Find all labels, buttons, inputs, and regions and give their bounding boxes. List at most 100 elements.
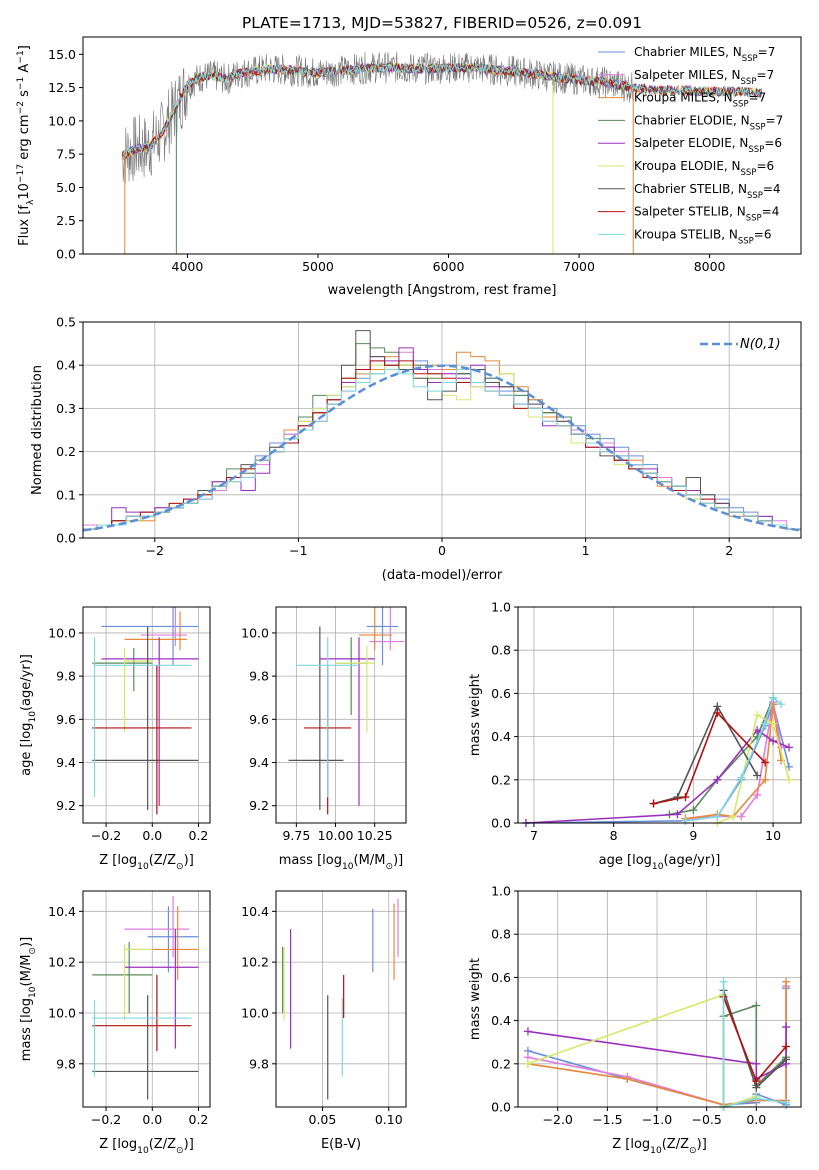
mass-weight-marker xyxy=(782,1023,791,1032)
metallicity-age-panel: −0.2 0.0 0.29.29.49.69.810.0Z [log10(Z/Z⊙)… xyxy=(19,606,211,872)
y-tick-label: 9.6 xyxy=(56,712,76,727)
x-axis-label-part: )] xyxy=(393,853,403,868)
y-tick-label: 0.0 xyxy=(56,531,76,546)
x-axis-label: Z [log10(Z/Z⊙)] xyxy=(99,1137,194,1156)
x-tick-label: 6000 xyxy=(433,259,465,274)
y-axis-label-part: 10 xyxy=(17,183,32,200)
legend-label-sub: SSP xyxy=(741,168,757,178)
x-tick-label: −1 xyxy=(289,543,307,558)
spectrum-panel: 4000 5000 6000 7000 8000 0.0 2.5 5.0 7.5 10.0 12.5… xyxy=(16,36,802,298)
x-axis-label-part: (age/yr)] xyxy=(663,853,720,868)
x-axis-label: age [log10(age/yr)] xyxy=(599,853,721,872)
x-tick-label: 0.2 xyxy=(189,828,209,843)
x-tick-label: 2 xyxy=(725,543,733,558)
extinction-mass-panel: 0.05 0.10 9.8 10.0 10.2 10.4 E(B-V) xyxy=(241,890,407,1152)
x-axis-label-part: mass [log xyxy=(279,853,342,868)
x-axis-label: mass [log10(M/M⊙)] xyxy=(279,853,403,872)
legend-label-base: Salpeter ELODIE, N xyxy=(634,136,748,150)
x-tick-label: −2.0 xyxy=(543,1112,573,1127)
mass-weight-marker xyxy=(769,719,778,728)
mass-weight-marker xyxy=(689,806,698,815)
y-tick-label: 2.5 xyxy=(56,213,76,228)
model-spectrum-line xyxy=(121,61,763,158)
legend-label-base: Chabrier MILES, N xyxy=(634,45,742,59)
mass-weight-marker xyxy=(761,719,770,728)
legend-label: Kroupa MILES, NSSP=7 xyxy=(634,91,766,110)
mass-weight-marker xyxy=(752,1001,761,1010)
x-tick-label: −2 xyxy=(146,543,164,558)
y-tick-label: 10.0 xyxy=(241,625,269,640)
spectrum-plot xyxy=(121,51,763,254)
y-axis-label-part: mass [log xyxy=(19,998,34,1061)
x-axis-label-part: 10 xyxy=(342,862,354,872)
y-axis-label-part: −2 xyxy=(16,101,26,114)
y-tick-label: 9.6 xyxy=(249,712,269,727)
residual-histogram-step xyxy=(83,369,801,530)
mass-weight-marker xyxy=(523,1059,532,1068)
mass-weight-marker xyxy=(753,711,762,719)
legend-label-eq: =6 xyxy=(756,159,774,173)
y-tick-label: 0.0 xyxy=(491,1100,511,1115)
legend-label-eq: =4 xyxy=(763,182,781,196)
legend-label-eq: =7 xyxy=(749,91,767,105)
x-tick-label: −0.5 xyxy=(691,1112,721,1127)
mass-weight-line xyxy=(653,704,758,805)
y-tick-label: 10.2 xyxy=(48,955,76,970)
mass-weight-line xyxy=(685,704,782,820)
axes-frame xyxy=(82,606,211,824)
mass-weight-marker xyxy=(752,1077,761,1086)
x-axis-label-part: 10 xyxy=(650,1146,662,1156)
mass-weight-marker xyxy=(649,799,658,808)
residual-histogram-panel: −2 −1 0 1 2 0.0 0.1 0.2 0.3 0.4 0.5 (data-model)/er… xyxy=(30,315,802,583)
y-tick-label: 9.4 xyxy=(249,755,269,770)
x-tick-label: −1.0 xyxy=(642,1112,672,1127)
legend-label-base: Kroupa MILES, N xyxy=(634,91,733,105)
mass-weight-marker xyxy=(769,736,778,745)
mass-weight-marker xyxy=(785,775,794,784)
x-axis-label-part: (Z/Z xyxy=(149,1137,176,1152)
y-axis-label-part: 10 xyxy=(28,711,38,723)
y-tick-label: 0.2 xyxy=(491,1056,511,1071)
y-tick-label: 9.8 xyxy=(249,669,269,684)
legend-label: Chabrier ELODIE, NSSP=7 xyxy=(634,113,783,132)
axes-frame xyxy=(82,890,211,1108)
legend-label-base: Salpeter MILES, N xyxy=(634,68,741,82)
metallicity-mass-panel: −0.2 0.0 0.29.810.010.210.4Z [log10(Z/Z⊙)]… xyxy=(19,890,211,1156)
mass-weight-marker xyxy=(782,1042,791,1051)
errorbar-plot xyxy=(92,896,199,1100)
x-tick-label: 10.00 xyxy=(318,828,354,843)
y-tick-label: 0.8 xyxy=(491,927,511,942)
x-axis-label-part: (Z/Z xyxy=(149,853,176,868)
y-tick-label: 0.5 xyxy=(56,315,76,330)
x-tick-label: 0 xyxy=(438,543,446,558)
y-tick-label: 10.0 xyxy=(241,1005,269,1020)
mass-weight-line xyxy=(722,981,787,1109)
x-axis-label-part: 10 xyxy=(137,862,149,872)
mass-weight-marker xyxy=(785,743,794,752)
axes-frame xyxy=(275,890,407,1108)
x-tick-label: 0.05 xyxy=(309,1112,337,1127)
y-tick-label: 9.8 xyxy=(56,669,76,684)
x-tick-label: 10.25 xyxy=(357,828,393,843)
y-tick-label: 9.2 xyxy=(249,798,269,813)
x-axis-label-part: ⊙ xyxy=(176,862,184,872)
mass-weight-marker xyxy=(752,1059,761,1068)
legend-label-sub: SSP xyxy=(742,54,758,64)
x-tick-label: 0.10 xyxy=(375,1112,403,1127)
legend-label-eq: =7 xyxy=(766,113,784,127)
y-tick-label: 9.8 xyxy=(249,1056,269,1071)
y-tick-label: 0.4 xyxy=(56,358,76,373)
legend-label-eq: =6 xyxy=(764,136,782,150)
y-tick-label: 10.4 xyxy=(48,904,76,919)
y-tick-label: 0.4 xyxy=(491,1013,511,1028)
y-tick-label: 0.4 xyxy=(491,729,511,744)
mass-weight-marker xyxy=(681,793,690,802)
mass-age-panel: 9.75 10.00 10.25 9.2 9.4 9.6 9.8 10.0 mass [log1… xyxy=(241,606,407,872)
x-axis-label-part: )] xyxy=(697,1137,707,1152)
x-axis-label: Z [log10(Z/Z⊙)] xyxy=(612,1137,707,1156)
x-tick-label: 8000 xyxy=(694,259,726,274)
x-axis-label-part: age [log xyxy=(599,853,652,868)
y-tick-label: 0.6 xyxy=(491,970,511,985)
